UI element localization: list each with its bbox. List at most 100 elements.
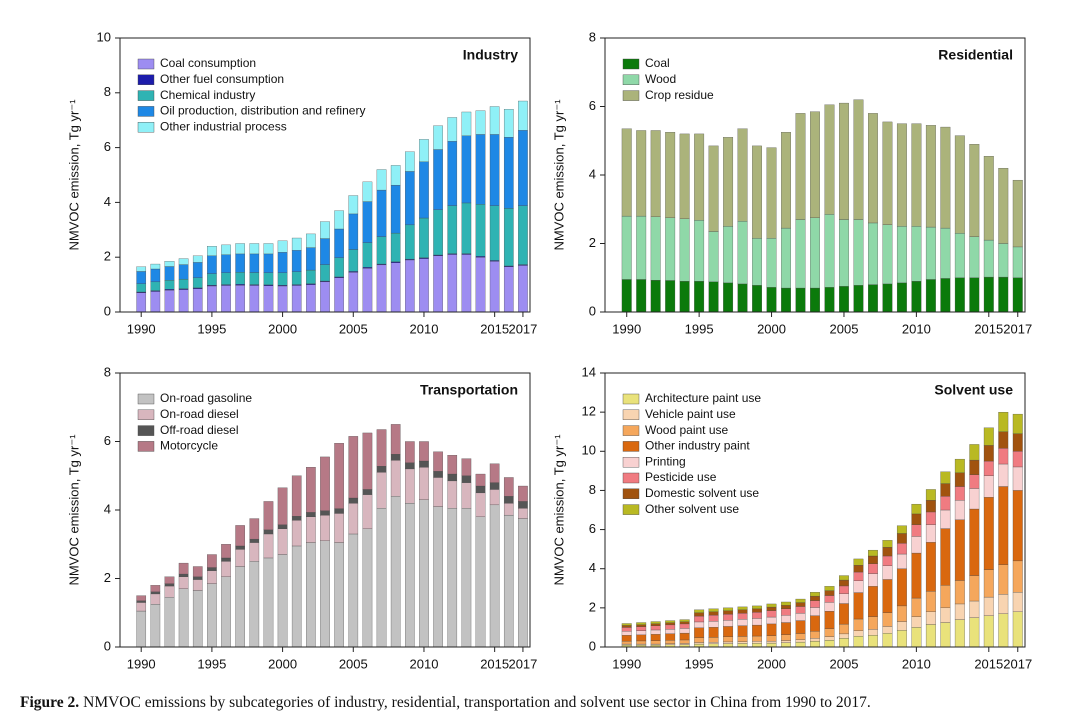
bar-segment [235, 545, 245, 550]
bar-segment [621, 623, 632, 626]
y-axis-label: NMVOC emission, Tg yr⁻¹ [66, 434, 81, 586]
legend-swatch [622, 457, 640, 468]
bar-segment [824, 586, 835, 591]
legend-swatch [622, 74, 640, 86]
bar-segment [868, 113, 878, 224]
bar-segment [868, 563, 878, 574]
bar-segment [419, 441, 429, 462]
bar-segment [636, 630, 647, 636]
bar-segment [766, 238, 777, 288]
bar-segment [882, 565, 893, 580]
bar-segment [810, 592, 820, 597]
bar-segment [650, 623, 661, 626]
bar-segment [868, 222, 878, 285]
bar-segment [320, 540, 330, 648]
legend-label: On-road gasoline [160, 391, 252, 405]
bar-segment [940, 483, 951, 497]
y-tick-label: 4 [104, 194, 111, 209]
bar-segment [405, 171, 415, 226]
legend-swatch [137, 90, 155, 101]
bar-segment [503, 266, 514, 313]
y-tick-label: 8 [104, 364, 111, 379]
x-tick-label: 2017 [508, 656, 537, 671]
bar-segment [694, 642, 705, 645]
bar-segment [136, 292, 147, 313]
bar-segment [376, 189, 387, 237]
bar-segment [178, 576, 189, 589]
bar-segment [679, 628, 690, 634]
bar-segment [503, 137, 514, 209]
bar-segment [896, 533, 907, 544]
bar-segment [896, 605, 907, 622]
bar-segment [925, 500, 936, 513]
bar-segment [911, 503, 922, 515]
bar-segment [291, 520, 302, 547]
bar-segment [1012, 433, 1023, 452]
bar-segment [896, 568, 907, 607]
bar-segment [868, 616, 878, 630]
bar-segment [723, 282, 734, 313]
bar-segment [954, 472, 965, 487]
bar-segment [334, 542, 344, 648]
bar-segment [969, 600, 980, 618]
bar-segment [781, 132, 791, 229]
bar-segment [969, 575, 980, 602]
bar-segment [781, 227, 791, 289]
bar-segment [362, 201, 373, 243]
bar-segment [376, 169, 387, 191]
bar-segment [954, 277, 965, 313]
legend-swatch [137, 393, 155, 405]
bar-segment [882, 633, 893, 648]
bar-segment [940, 622, 951, 648]
bar-segment [781, 642, 791, 648]
legend-label: Wood paint use [645, 423, 728, 437]
bar-segment [679, 639, 690, 644]
bar-segment [824, 611, 835, 629]
bar-segment [192, 255, 203, 263]
bar-segment [810, 600, 820, 608]
bar-segment [461, 475, 472, 483]
bar-segment [136, 271, 147, 284]
bar-segment [795, 602, 806, 607]
bar-segment [433, 477, 443, 507]
bar-segment [853, 580, 864, 593]
legend-label: Other industrial process [160, 119, 287, 133]
bar-segment [164, 261, 175, 267]
bar-segment [781, 615, 791, 623]
bar-segment [969, 508, 980, 576]
bar-segment [376, 236, 387, 265]
bar-segment [694, 637, 705, 643]
bar-segment [853, 565, 864, 573]
bar-segment [723, 620, 734, 627]
legend-swatch [622, 441, 640, 452]
bar-segment [925, 624, 936, 648]
bar-segment [752, 641, 762, 644]
bar-segment [810, 111, 820, 218]
bar-segment [752, 608, 762, 613]
bar-segment [983, 427, 994, 446]
bar-segment [150, 593, 161, 605]
bar-segment [621, 215, 632, 280]
bar-segment [708, 611, 719, 616]
bar-segment [868, 284, 878, 313]
panel-title: Transportation [420, 382, 518, 398]
legend-swatch [622, 488, 640, 499]
bar-segment [221, 557, 231, 562]
bar-segment [708, 637, 719, 643]
bar-segment [277, 487, 288, 525]
bar-segment [503, 208, 514, 267]
x-tick-label: 1990 [612, 656, 641, 671]
bar-segment [795, 219, 806, 289]
legend-swatch [137, 425, 155, 436]
bar-segment [263, 557, 274, 648]
bar-segment [320, 281, 330, 313]
bar-segment [810, 287, 820, 313]
bar-segment [503, 514, 514, 648]
legend-label: Off-road diesel [160, 423, 239, 437]
bar-segment [1012, 451, 1023, 468]
bar-segment [475, 134, 486, 205]
bar-segment [737, 221, 748, 285]
bar-segment [954, 519, 965, 581]
bar-segment [136, 602, 147, 612]
legend-label: Vehicle paint use [645, 407, 736, 421]
